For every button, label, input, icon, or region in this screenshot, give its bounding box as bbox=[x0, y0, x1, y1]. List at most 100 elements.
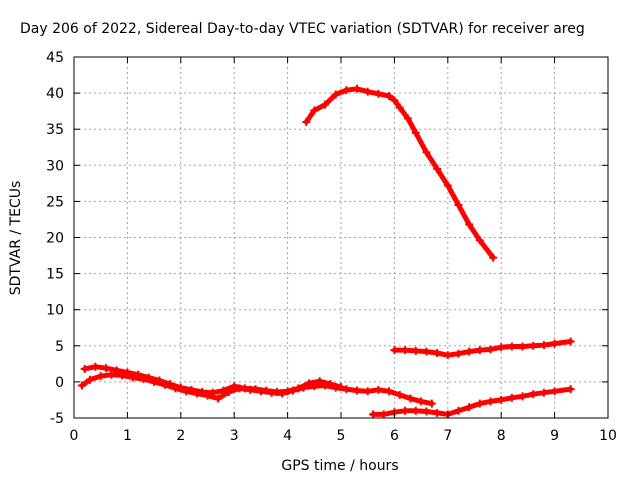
y-tick-label: 20 bbox=[46, 231, 64, 247]
x-tick-label: 6 bbox=[390, 428, 399, 444]
data-point bbox=[486, 397, 495, 406]
data-point bbox=[144, 373, 153, 382]
data-point bbox=[475, 236, 484, 245]
data-point bbox=[331, 90, 340, 99]
data-point bbox=[155, 376, 164, 385]
x-tick-label: 0 bbox=[70, 428, 79, 444]
data-point bbox=[390, 346, 399, 355]
data-point bbox=[342, 86, 351, 95]
data-point bbox=[518, 392, 527, 401]
data-point bbox=[406, 394, 415, 403]
data-point bbox=[454, 201, 463, 210]
y-tick-label: 0 bbox=[55, 375, 64, 391]
x-tick-label: 7 bbox=[443, 428, 452, 444]
data-point bbox=[112, 366, 121, 375]
data-point bbox=[272, 388, 281, 397]
data-point bbox=[219, 386, 228, 395]
data-point bbox=[176, 383, 185, 392]
y-tick-label: 5 bbox=[55, 339, 64, 355]
data-point bbox=[427, 399, 436, 408]
data-point bbox=[369, 410, 378, 419]
x-tick-label: 9 bbox=[550, 428, 559, 444]
data-point bbox=[304, 379, 313, 388]
data-point bbox=[395, 103, 404, 112]
data-point bbox=[422, 347, 431, 356]
data-point bbox=[529, 341, 538, 350]
data-point bbox=[566, 385, 575, 394]
data-point bbox=[401, 346, 410, 355]
data-point bbox=[422, 148, 431, 157]
data-point bbox=[454, 406, 463, 415]
y-tick-label: 10 bbox=[46, 303, 64, 319]
x-tick-label: 10 bbox=[599, 428, 617, 444]
data-point bbox=[433, 164, 442, 173]
data-point bbox=[86, 375, 95, 384]
data-point bbox=[465, 403, 474, 412]
data-point bbox=[550, 387, 559, 396]
data-point bbox=[507, 342, 516, 351]
data-point bbox=[433, 408, 442, 417]
y-tick-label: 25 bbox=[46, 194, 64, 210]
data-point bbox=[134, 370, 143, 379]
data-point bbox=[475, 399, 484, 408]
data-point bbox=[363, 87, 372, 96]
data-point bbox=[294, 384, 303, 393]
data-point bbox=[385, 387, 394, 396]
data-point bbox=[443, 351, 452, 360]
data-point bbox=[342, 385, 351, 394]
data-point bbox=[214, 394, 223, 403]
data-point bbox=[353, 386, 362, 395]
data-point bbox=[390, 96, 399, 105]
x-tick-label: 8 bbox=[497, 428, 506, 444]
x-axis-label: GPS time / hours bbox=[281, 458, 398, 474]
data-point bbox=[208, 388, 217, 397]
data-point bbox=[80, 364, 89, 373]
series-line bbox=[303, 86, 496, 261]
data-point bbox=[123, 368, 132, 377]
data-point bbox=[187, 385, 196, 394]
data-point bbox=[403, 114, 412, 123]
x-tick-label: 4 bbox=[283, 428, 292, 444]
data-point bbox=[454, 349, 463, 358]
data-point bbox=[315, 377, 324, 386]
data-point bbox=[475, 346, 484, 355]
data-point bbox=[379, 410, 388, 419]
data-point bbox=[433, 349, 442, 358]
data-point bbox=[489, 253, 498, 262]
y-tick-label: 40 bbox=[46, 86, 64, 102]
data-point bbox=[353, 84, 362, 93]
data-point bbox=[395, 390, 404, 399]
y-tick-label: 30 bbox=[46, 158, 64, 174]
data-point bbox=[240, 384, 249, 393]
y-tick-label: -5 bbox=[50, 411, 64, 427]
x-tick-label: 3 bbox=[230, 428, 239, 444]
data-point bbox=[385, 91, 394, 100]
x-tick-label: 5 bbox=[337, 428, 346, 444]
data-point bbox=[411, 346, 420, 355]
data-point bbox=[166, 380, 175, 389]
data-point bbox=[465, 220, 474, 229]
data-point bbox=[374, 89, 383, 98]
data-point bbox=[422, 407, 431, 416]
data-point bbox=[417, 397, 426, 406]
y-tick-label: 15 bbox=[46, 267, 64, 283]
data-point bbox=[326, 380, 335, 389]
data-point bbox=[251, 385, 260, 394]
data-point bbox=[443, 181, 452, 190]
data-point bbox=[507, 393, 516, 402]
data-point bbox=[497, 343, 506, 352]
data-point bbox=[262, 386, 271, 395]
x-tick-label: 1 bbox=[123, 428, 132, 444]
data-point bbox=[529, 390, 538, 399]
data-point bbox=[107, 370, 116, 379]
y-tick-label: 45 bbox=[46, 50, 64, 66]
data-point bbox=[566, 337, 575, 346]
data-point bbox=[96, 372, 105, 381]
data-point bbox=[411, 406, 420, 415]
chart-title: Day 206 of 2022, Sidereal Day-to-day VTE… bbox=[20, 21, 585, 37]
data-point bbox=[78, 381, 87, 390]
data-point bbox=[320, 100, 329, 109]
data-point bbox=[539, 388, 548, 397]
